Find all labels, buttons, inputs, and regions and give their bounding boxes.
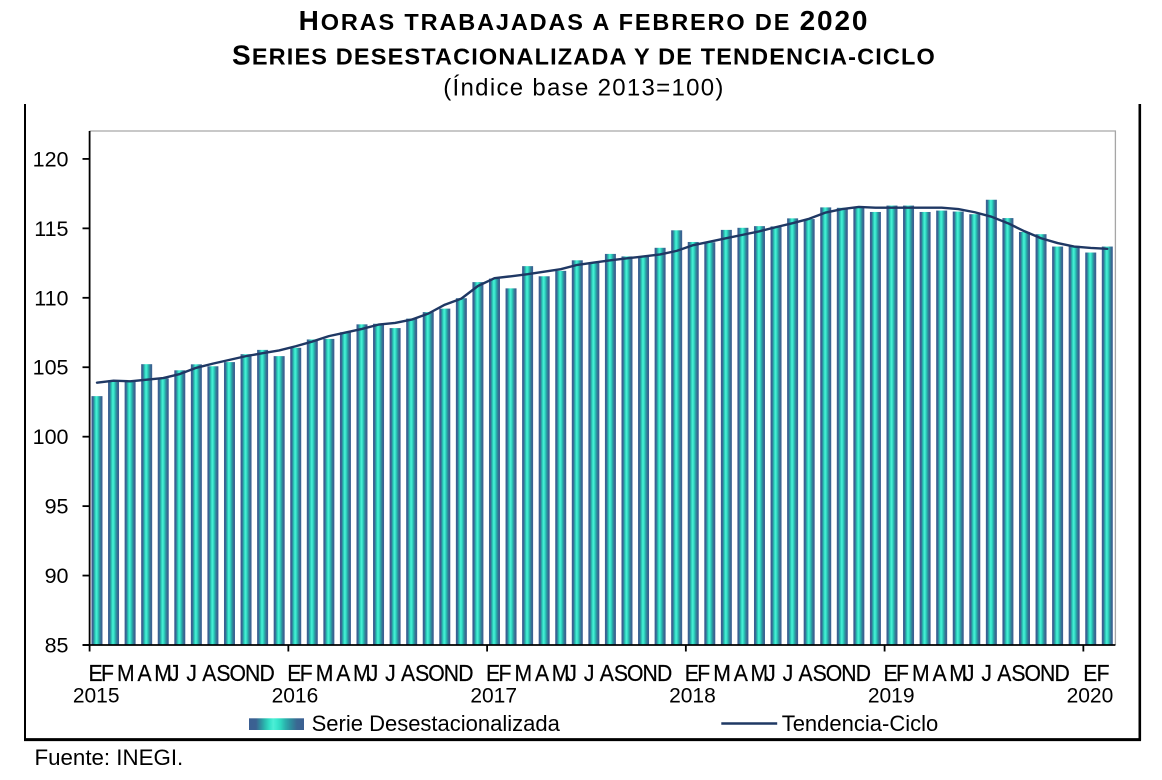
svg-text:2020: 2020 xyxy=(1067,685,1114,708)
svg-text:S: S xyxy=(614,660,628,686)
svg-text:O: O xyxy=(229,660,245,686)
svg-text:2018: 2018 xyxy=(669,685,716,708)
svg-text:A: A xyxy=(997,660,1011,686)
svg-text:E: E xyxy=(685,660,699,686)
svg-text:E: E xyxy=(486,660,500,686)
svg-text:N: N xyxy=(642,660,657,686)
svg-text:95: 95 xyxy=(45,495,69,519)
svg-text:J: J xyxy=(981,660,992,686)
svg-text:N: N xyxy=(245,660,260,686)
svg-text:110: 110 xyxy=(34,286,68,310)
svg-text:D: D xyxy=(259,660,274,686)
svg-text:2015: 2015 xyxy=(73,685,120,708)
svg-text:F: F xyxy=(697,660,710,686)
svg-text:2019: 2019 xyxy=(868,685,915,708)
svg-text:J: J xyxy=(783,660,794,686)
svg-text:F: F xyxy=(896,660,909,686)
svg-text:J: J xyxy=(765,660,776,686)
svg-text:D: D xyxy=(458,660,473,686)
svg-text:E: E xyxy=(287,660,301,686)
svg-text:O: O xyxy=(826,660,842,686)
svg-text:S: S xyxy=(216,660,230,686)
svg-text:A: A xyxy=(734,660,748,686)
svg-text:O: O xyxy=(627,660,643,686)
svg-text:D: D xyxy=(657,660,672,686)
svg-text:M: M xyxy=(552,660,570,686)
svg-text:F: F xyxy=(499,660,512,686)
svg-text:A: A xyxy=(600,660,614,686)
svg-text:O: O xyxy=(1024,660,1040,686)
svg-text:S: S xyxy=(813,660,827,686)
svg-text:M: M xyxy=(713,660,731,686)
svg-text:A: A xyxy=(137,660,151,686)
svg-text:A: A xyxy=(401,660,415,686)
svg-text:E: E xyxy=(1083,660,1097,686)
svg-text:M: M xyxy=(316,660,334,686)
svg-text:N: N xyxy=(1040,660,1055,686)
svg-text:J: J xyxy=(584,660,595,686)
svg-text:E: E xyxy=(88,660,102,686)
svg-text:M: M xyxy=(154,660,172,686)
svg-text:M: M xyxy=(117,660,135,686)
svg-text:Serie Desestacionalizada: Serie Desestacionalizada xyxy=(312,711,561,736)
svg-text:105: 105 xyxy=(33,356,69,380)
svg-text:J: J xyxy=(186,660,197,686)
svg-text:J: J xyxy=(964,660,975,686)
svg-text:85: 85 xyxy=(45,634,69,658)
svg-text:O: O xyxy=(428,660,444,686)
svg-text:D: D xyxy=(1054,660,1069,686)
svg-text:SERIES DESESTACIONALIZADA Y DE: SERIES DESESTACIONALIZADA Y DE TENDENCIA… xyxy=(232,40,936,71)
svg-text:S: S xyxy=(415,660,429,686)
svg-text:N: N xyxy=(841,660,856,686)
svg-text:90: 90 xyxy=(45,564,69,588)
svg-text:M: M xyxy=(912,660,930,686)
svg-text:Tendencia-Ciclo: Tendencia-Ciclo xyxy=(782,711,939,736)
svg-text:M: M xyxy=(949,660,967,686)
svg-text:(Índice base 2013=100): (Índice base 2013=100) xyxy=(443,75,724,102)
svg-text:Fuente: INEGI.: Fuente: INEGI. xyxy=(35,745,184,770)
svg-text:A: A xyxy=(932,660,946,686)
svg-text:F: F xyxy=(1097,660,1110,686)
svg-text:J: J xyxy=(368,660,379,686)
svg-text:M: M xyxy=(750,660,768,686)
svg-text:120: 120 xyxy=(33,147,69,171)
svg-text:2017: 2017 xyxy=(470,685,517,708)
svg-text:A: A xyxy=(535,660,549,686)
svg-text:A: A xyxy=(336,660,350,686)
svg-text:S: S xyxy=(1011,660,1025,686)
svg-text:J: J xyxy=(169,660,180,686)
svg-text:F: F xyxy=(101,660,114,686)
svg-text:A: A xyxy=(202,660,216,686)
svg-text:A: A xyxy=(798,660,812,686)
svg-text:D: D xyxy=(856,660,871,686)
svg-text:HORAS TRABAJADAS A FEBRERO DE: HORAS TRABAJADAS A FEBRERO DE 2020 xyxy=(299,5,870,36)
svg-text:E: E xyxy=(883,660,897,686)
svg-text:F: F xyxy=(300,660,313,686)
svg-text:115: 115 xyxy=(34,217,68,241)
svg-text:M: M xyxy=(353,660,371,686)
svg-text:N: N xyxy=(444,660,459,686)
svg-text:J: J xyxy=(566,660,577,686)
svg-text:M: M xyxy=(514,660,532,686)
svg-text:2016: 2016 xyxy=(272,685,319,708)
svg-text:100: 100 xyxy=(33,425,69,449)
svg-text:J: J xyxy=(385,660,396,686)
